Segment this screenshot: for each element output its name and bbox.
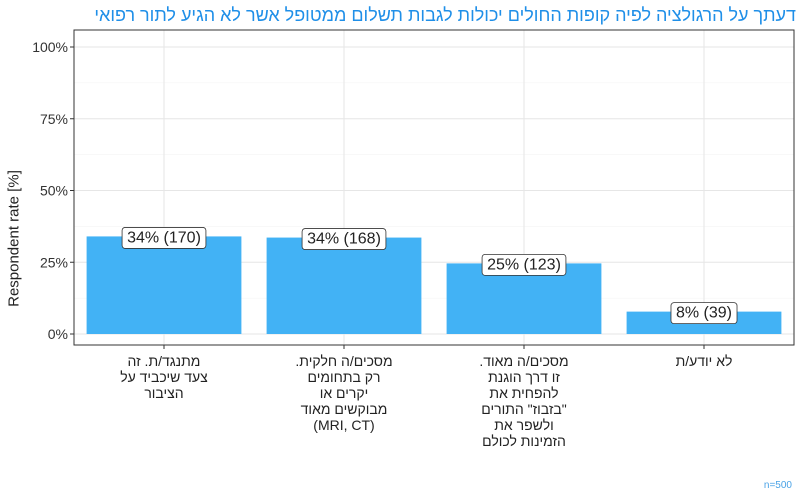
bar-1 bbox=[86, 236, 242, 334]
chart-title: דעתך על הרגולציה לפיה קופות החולים יכולו… bbox=[94, 5, 796, 25]
sample-size-caption: n=500 bbox=[763, 480, 792, 491]
y-tick-label: 50% bbox=[40, 183, 68, 199]
y-tick-label: 25% bbox=[40, 254, 68, 270]
data-label-4: 8% (39) bbox=[676, 305, 732, 322]
y-tick-label: 75% bbox=[40, 111, 68, 127]
y-tick-label: 100% bbox=[32, 39, 68, 55]
x-tick-label-3: מסכים/ה מאוד. זו דרך הוגנת להפחית את "בז… bbox=[479, 353, 569, 449]
x-tick-label-4: לא יודע/ת bbox=[675, 353, 733, 369]
data-label-1: 34% (170) bbox=[127, 229, 201, 246]
y-tick-label: 0% bbox=[48, 326, 68, 342]
plot-border bbox=[73, 29, 795, 346]
data-label-2: 34% (168) bbox=[307, 231, 381, 248]
data-label-box-4 bbox=[670, 302, 738, 325]
data-label-box-3 bbox=[481, 253, 567, 276]
bar-2 bbox=[266, 237, 422, 334]
data-label-box-1 bbox=[121, 227, 207, 249]
data-label-3: 25% (123) bbox=[487, 256, 561, 273]
data-label-box-2 bbox=[301, 228, 387, 250]
x-tick-label-1: מתנגד/ת. זה צעד שיכביד על הציבור bbox=[120, 353, 208, 401]
x-tick-label-2: מסכים/ה חלקית. רק בתחומים יקרים או מבוקש… bbox=[295, 353, 393, 433]
